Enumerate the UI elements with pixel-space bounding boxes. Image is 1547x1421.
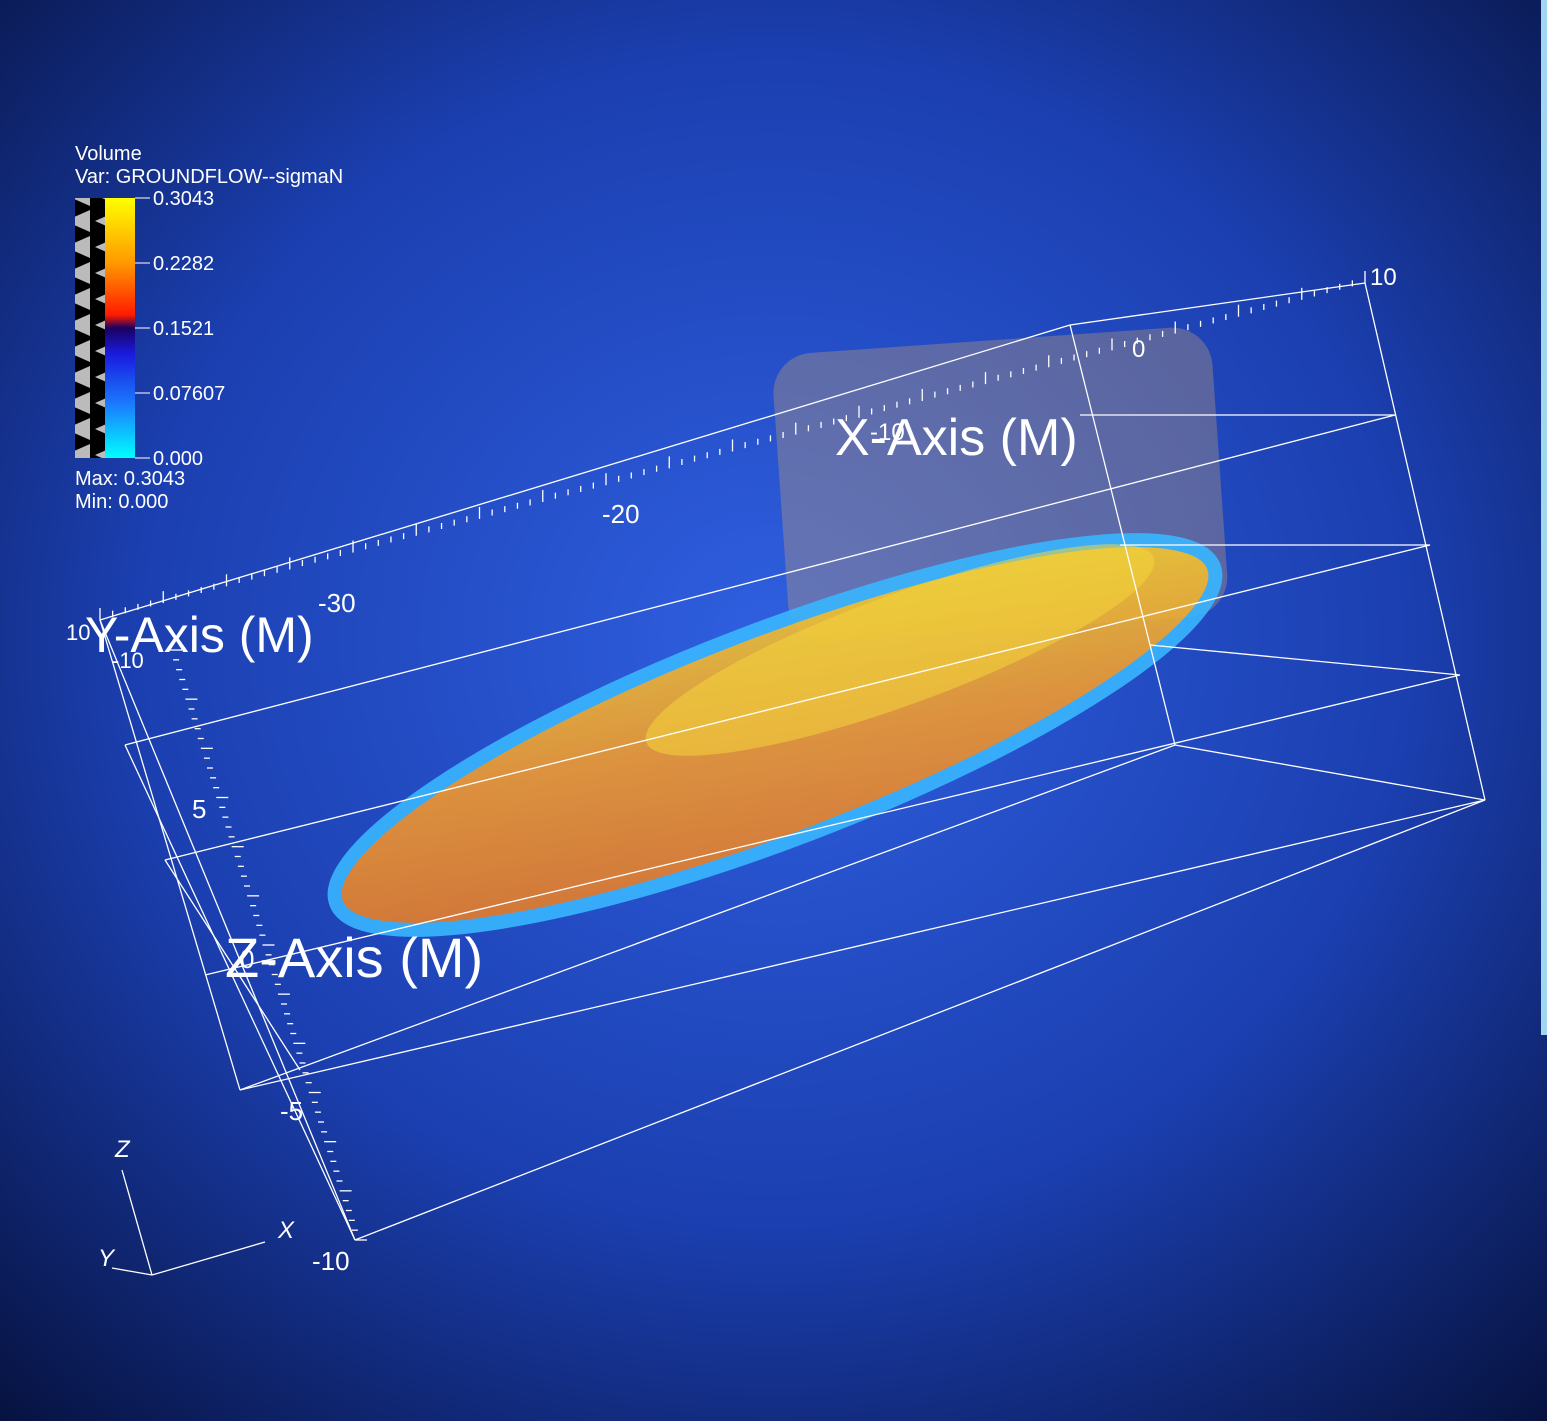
x-tick-label: 0 — [1132, 336, 1145, 363]
legend-tick-label: 0.07607 — [153, 383, 225, 405]
legend-title: Volume — [75, 143, 142, 165]
z-tick-label: 0 — [240, 944, 254, 974]
x-tick-label: 10 — [1370, 264, 1397, 291]
legend-tick-label: 0.000 — [153, 448, 203, 470]
z-axis-title: Z-Axis (M) — [225, 926, 483, 989]
z-tick-label: -5 — [280, 1096, 303, 1126]
color-bar — [105, 198, 135, 458]
legend-min: Min: 0.000 — [75, 491, 168, 513]
x-tick-label: -10 — [870, 419, 905, 446]
y-tick-label: 10 — [66, 620, 90, 645]
y-tick-label: -10 — [112, 648, 144, 673]
z-tick-label: 5 — [192, 794, 206, 824]
opacity-strip — [75, 198, 105, 458]
legend-variable: Var: GROUNDFLOW--sigmaN — [75, 166, 343, 188]
viewer: X-Axis (M) Y-Axis (M) Z-Axis (M) 10 0 -1… — [0, 0, 1547, 1421]
x-tick-label: -20 — [602, 499, 640, 529]
x-tick-label: -30 — [318, 588, 356, 618]
z-tick-label: -10 — [312, 1246, 350, 1276]
window-edge — [1541, 0, 1547, 1035]
legend-tick-label: 0.1521 — [153, 318, 214, 340]
triad-label: X — [277, 1217, 295, 1244]
triad-label: Y — [98, 1245, 116, 1272]
triad-label: Z — [114, 1136, 131, 1163]
legend-max: Max: 0.3043 — [75, 468, 185, 490]
legend-tick-label: 0.2282 — [153, 253, 214, 275]
legend-tick-label: 0.3043 — [153, 188, 214, 210]
